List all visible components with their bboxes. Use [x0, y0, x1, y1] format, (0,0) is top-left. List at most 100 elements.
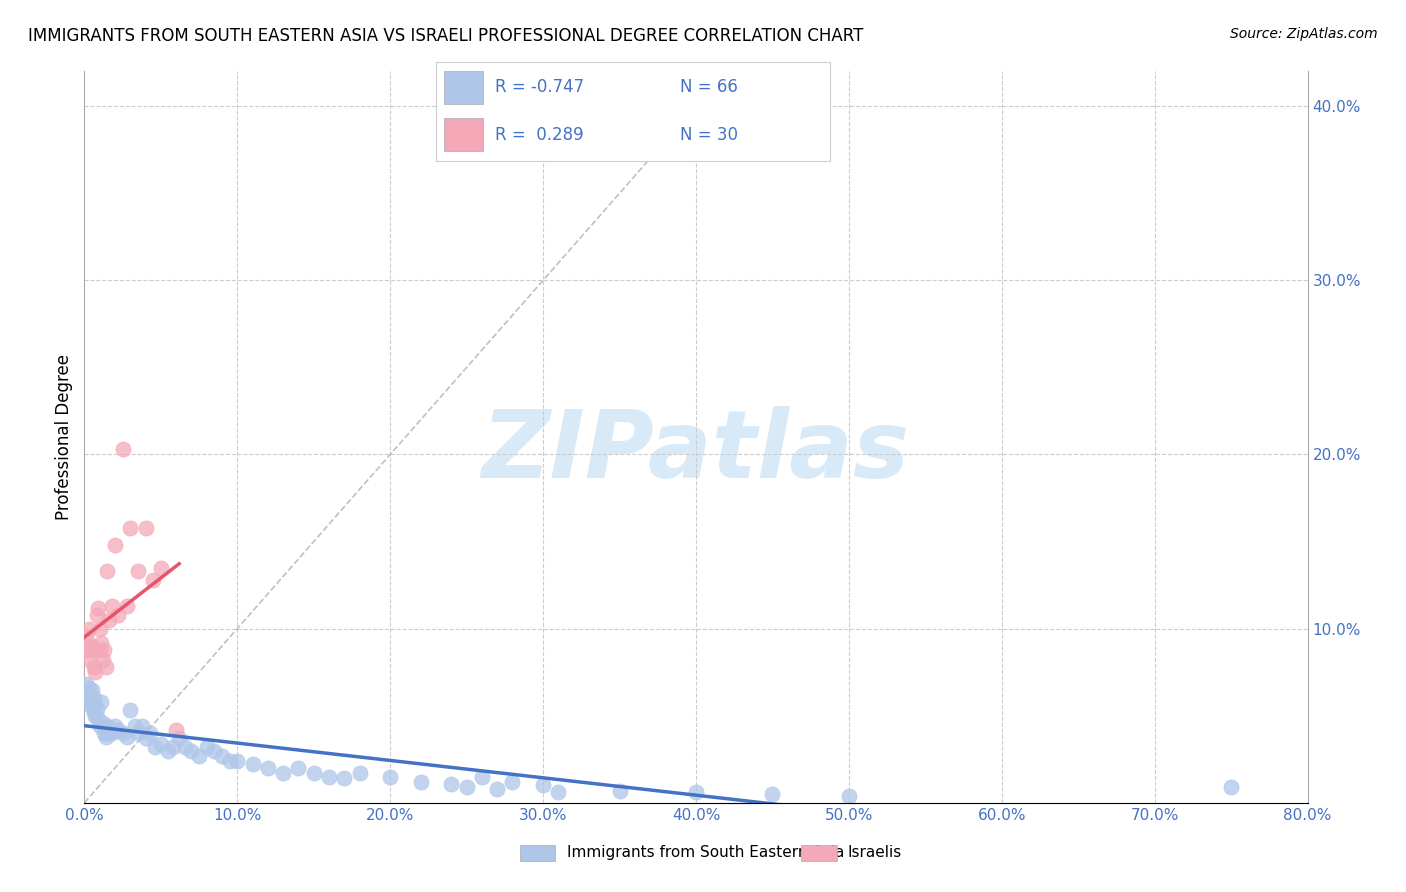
Point [80, 639, 103, 653]
Point [84, 665, 107, 680]
Point [195, 740, 218, 755]
Point [89, 622, 111, 636]
Point [380, 770, 402, 784]
Point [202, 743, 225, 757]
Point [77, 681, 100, 695]
Point [180, 743, 202, 757]
Text: IMMIGRANTS FROM SOUTH EASTERN ASIA VS ISRAELI PROFESSIONAL DEGREE CORRELATION CH: IMMIGRANTS FROM SOUTH EASTERN ASIA VS IS… [28, 27, 863, 45]
Point [226, 754, 249, 768]
Point [89, 642, 111, 657]
Point [93, 642, 115, 657]
Point [76, 695, 98, 709]
Bar [444, 119, 484, 151]
Point [107, 607, 129, 622]
Point [456, 780, 478, 794]
Point [149, 737, 172, 751]
Point [89, 719, 111, 733]
Point [131, 719, 153, 733]
Point [77, 622, 100, 636]
Point [127, 564, 149, 578]
Point [93, 726, 115, 740]
Point [84, 698, 107, 713]
Point [124, 719, 146, 733]
Text: R = -0.747: R = -0.747 [495, 78, 583, 96]
Text: N = 30: N = 30 [681, 126, 738, 144]
Point [167, 731, 190, 746]
Point [115, 599, 138, 613]
Point [94, 730, 117, 744]
Point [287, 761, 309, 775]
Point [115, 730, 138, 744]
Point [75, 642, 97, 657]
Point [76, 639, 98, 653]
Point [94, 660, 117, 674]
Point [91, 653, 114, 667]
Point [104, 538, 127, 552]
Point [87, 712, 110, 726]
Point [111, 442, 134, 457]
Point [333, 772, 356, 786]
Point [157, 743, 180, 757]
Point [547, 785, 569, 799]
Point [174, 740, 197, 755]
Point [86, 607, 108, 622]
Text: ZIPatlas: ZIPatlas [482, 406, 910, 498]
Point [349, 766, 371, 780]
Point [80, 700, 103, 714]
Point [685, 785, 707, 799]
Point [471, 770, 494, 784]
Text: Immigrants from South Eastern Asia: Immigrants from South Eastern Asia [567, 846, 844, 860]
Point [1220, 780, 1243, 794]
Point [83, 705, 105, 719]
Point [271, 766, 294, 780]
Point [165, 723, 187, 737]
Point [257, 761, 280, 775]
Point [149, 560, 172, 574]
Point [486, 781, 509, 796]
Text: N = 66: N = 66 [681, 78, 738, 96]
Point [162, 740, 184, 755]
Point [188, 748, 211, 763]
Point [142, 573, 165, 587]
Point [242, 757, 264, 772]
Point [135, 731, 157, 746]
Point [111, 726, 134, 740]
Point [101, 599, 124, 613]
Point [97, 726, 120, 740]
Point [302, 766, 325, 780]
Point [84, 708, 107, 723]
Point [79, 653, 101, 667]
Point [97, 613, 120, 627]
Point [120, 704, 142, 718]
Point [96, 719, 118, 733]
Point [79, 691, 101, 706]
Point [83, 660, 105, 674]
Point [75, 677, 97, 691]
Point [86, 702, 108, 716]
Point [90, 695, 112, 709]
Point [143, 740, 166, 755]
Point [218, 754, 240, 768]
Point [83, 691, 105, 706]
Point [120, 521, 142, 535]
Point [76, 688, 98, 702]
Text: R =  0.289: R = 0.289 [495, 126, 583, 144]
Point [91, 715, 114, 730]
Point [838, 789, 860, 803]
Point [87, 600, 110, 615]
Y-axis label: Professional Degree: Professional Degree [55, 354, 73, 520]
Point [139, 726, 162, 740]
Point [90, 635, 112, 649]
Point [502, 775, 524, 789]
Text: Source: ZipAtlas.com: Source: ZipAtlas.com [1230, 27, 1378, 41]
Point [211, 748, 233, 763]
Point [101, 726, 124, 740]
Point [531, 778, 554, 792]
Point [440, 777, 463, 791]
Point [80, 682, 103, 697]
Bar [444, 71, 484, 103]
Point [107, 723, 129, 737]
Point [609, 783, 631, 797]
Text: Israelis: Israelis [848, 846, 903, 860]
Point [104, 719, 127, 733]
